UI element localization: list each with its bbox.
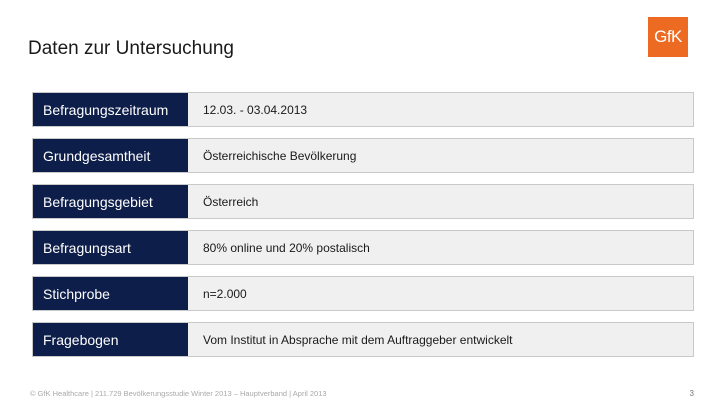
row-label: Stichprobe — [33, 277, 188, 310]
row-label: Befragungsgebiet — [33, 185, 188, 218]
footer-text: © GfK Healthcare | 211.729 Bevölkerungss… — [30, 389, 327, 398]
study-details-table: Befragungszeitraum 12.03. - 03.04.2013 G… — [32, 92, 694, 368]
table-row: Befragungsart 80% online und 20% postali… — [32, 230, 694, 265]
row-label: Grundgesamtheit — [33, 139, 188, 172]
row-label: Befragungszeitraum — [33, 93, 188, 126]
row-value: 12.03. - 03.04.2013 — [203, 102, 308, 117]
row-value: 80% online und 20% postalisch — [203, 240, 370, 255]
row-value: Österreich — [203, 194, 259, 209]
row-value: n=2.000 — [203, 286, 247, 301]
row-value: Österreichische Bevölkerung — [203, 148, 357, 163]
table-row: Stichprobe n=2.000 — [32, 276, 694, 311]
table-row: Befragungszeitraum 12.03. - 03.04.2013 — [32, 92, 694, 127]
page-number: 3 — [689, 389, 694, 398]
table-row: Grundgesamtheit Österreichische Bevölker… — [32, 138, 694, 173]
page-title: Daten zur Untersuchung — [28, 38, 234, 59]
row-label: Fragebogen — [33, 323, 188, 356]
gfk-logo: GfK — [648, 17, 688, 57]
table-row: Befragungsgebiet Österreich — [32, 184, 694, 219]
gfk-logo-text: GfK — [654, 27, 682, 46]
row-value: Vom Institut in Absprache mit dem Auftra… — [203, 332, 513, 347]
table-row: Fragebogen Vom Institut in Absprache mit… — [32, 322, 694, 357]
row-label: Befragungsart — [33, 231, 188, 264]
